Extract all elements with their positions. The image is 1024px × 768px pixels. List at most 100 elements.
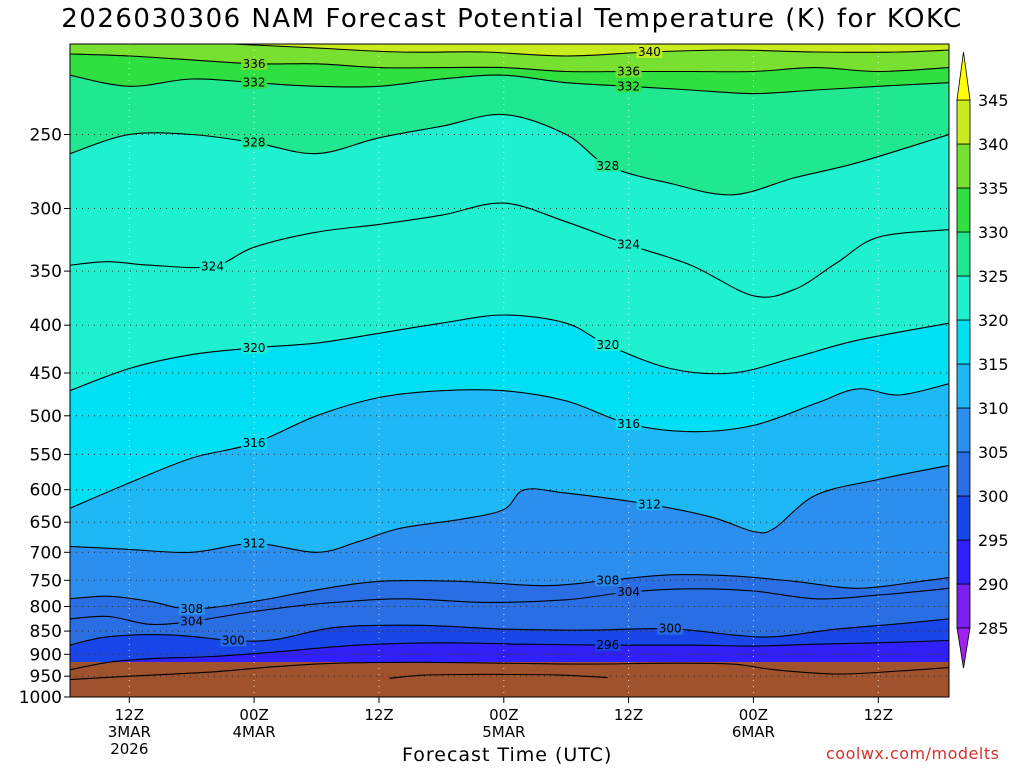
contour-label: 316 (243, 436, 266, 450)
y-tick-label: 250 (30, 126, 62, 146)
x-tick-label: 12Z (614, 706, 643, 724)
contour-label-bg (615, 79, 642, 93)
contour-label-bg (241, 56, 268, 70)
contour-label-bg (594, 338, 621, 352)
contour-label: 328 (243, 136, 266, 150)
contour-label: 312 (243, 536, 266, 550)
colorbar-segment (956, 143, 971, 189)
grid (70, 44, 949, 698)
x-tick-label: 5MAR (482, 723, 525, 741)
contour-label: 336 (243, 57, 266, 71)
contour-label-bg (594, 158, 621, 172)
colorbar-label: 300 (978, 487, 1009, 506)
colorbar-segment (956, 539, 971, 585)
contour-label: 300 (659, 622, 682, 636)
contour-label-bg (636, 45, 663, 59)
colorbar-label: 320 (978, 311, 1009, 330)
y-tick-label: 1000 (19, 688, 62, 708)
colorbar-segment (956, 583, 971, 629)
ground-below-surface (70, 662, 949, 697)
y-tick-label: 300 (30, 200, 62, 220)
plot-frame (69, 43, 950, 698)
filled-band-344 (70, 30, 949, 45)
colorbar-max-cap (956, 51, 971, 101)
contour-label: 304 (180, 614, 203, 628)
filled-contours (70, 30, 949, 697)
contour-label: 312 (638, 497, 661, 511)
colorbar-label: 305 (978, 443, 1009, 462)
colorbar-label: 285 (978, 619, 1009, 638)
credit-text: coolwx.com/modelts (826, 744, 1000, 763)
contour-label-bg (241, 340, 268, 354)
colorbar-label: 315 (978, 355, 1009, 374)
contour-label-bg (615, 585, 642, 599)
contour-label-bg (241, 536, 268, 550)
contour-296 (70, 639, 949, 671)
x-tick-label: 00Z (739, 706, 768, 724)
y-tick-label: 650 (30, 513, 62, 533)
x-tick-label: 12Z (864, 706, 893, 724)
colorbar-min-cap (956, 627, 971, 669)
contour-label-bg (594, 573, 621, 587)
y-axis: 250 300 350 400 450 500 550 600 650 700 750 800 850 9… (19, 126, 70, 708)
contour-label-bg (241, 75, 268, 89)
contour-label-bg (615, 416, 642, 430)
contour-label: 320 (596, 338, 619, 352)
contour-label-bg (241, 436, 268, 450)
contour-340 (223, 44, 949, 57)
contour-label-bg (199, 259, 226, 273)
y-tick-label: 900 (30, 645, 62, 665)
contour-label-bg (220, 633, 247, 647)
y-tick-label: 450 (30, 364, 62, 384)
contour-292 (70, 661, 949, 681)
contour-label: 316 (617, 417, 640, 431)
contour-label: 308 (180, 602, 203, 616)
x-axis-label: Forecast Time (UTC) (402, 744, 613, 766)
x-tick-label: 2026 (110, 740, 148, 758)
contour-336 (70, 53, 949, 73)
colorbar-label: 330 (978, 223, 1009, 242)
contour-label: 308 (596, 573, 619, 587)
contour-label-bg (178, 601, 205, 615)
contour-300 (70, 618, 949, 646)
y-tick-label: 400 (30, 316, 62, 336)
filled-band-336 (70, 44, 949, 72)
contour-label: 336 (617, 64, 640, 78)
y-tick-label: 750 (30, 571, 62, 591)
y-tick-label: 850 (30, 622, 62, 642)
y-tick-label: 950 (30, 667, 62, 687)
colorbar-label: 325 (978, 267, 1009, 286)
contour-label-bg (178, 614, 205, 628)
x-tick-label: 00Z (239, 706, 268, 724)
contour-label: 324 (617, 238, 640, 252)
contour-label: 320 (243, 341, 266, 355)
contour-label-bg (241, 135, 268, 149)
y-tick-label: 600 (30, 481, 62, 501)
contour-label: 332 (617, 79, 640, 93)
contour-label: 296 (596, 638, 619, 652)
x-tick-label: 00Z (489, 706, 518, 724)
colorbar-segment (956, 451, 971, 497)
contour-328 (70, 113, 949, 196)
y-tick-label: 700 (30, 543, 62, 563)
contour-label: 332 (243, 76, 266, 90)
contour-344 (70, 30, 949, 40)
contour-320 (70, 314, 949, 392)
contour-label-bg (594, 638, 621, 652)
colorbar-segment (956, 99, 971, 145)
y-tick-label: 500 (30, 407, 62, 427)
colorbar-label: 295 (978, 531, 1009, 550)
colorbar-segment (956, 363, 971, 409)
x-tick-label: 4MAR (233, 723, 276, 741)
contour-332 (70, 74, 949, 95)
y-tick-label: 350 (30, 262, 62, 282)
contour-304 (70, 587, 949, 626)
y-tick-label: 550 (30, 445, 62, 465)
x-tick-label: 12Z (115, 706, 144, 724)
contour-label: 300 (222, 633, 245, 647)
contour-label-bg (636, 497, 663, 511)
